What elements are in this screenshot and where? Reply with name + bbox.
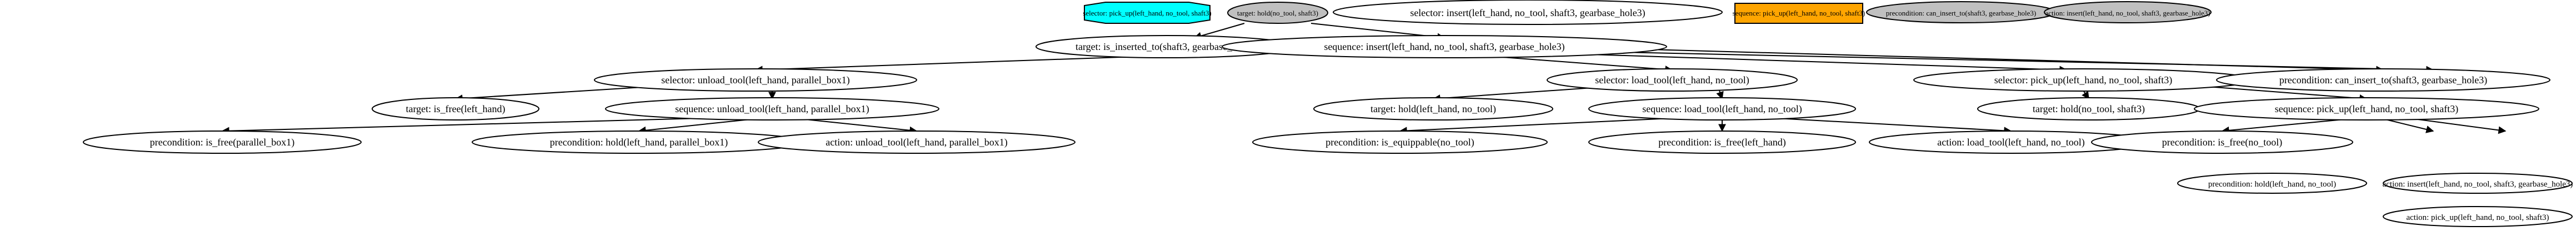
node-unload-target-label: target: is_free(left_hand)	[406, 103, 505, 115]
node-load-selector-label: selector: load_tool(left_hand, no_tool)	[1595, 74, 1749, 86]
node-load-target-label: target: hold(left_hand, no_tool)	[1370, 103, 1496, 115]
node-unload-action-label: action: unload_tool(left_hand, parallel_…	[826, 137, 1007, 148]
node-unload-selector[interactable]: selector: unload_tool(left_hand, paralle…	[594, 68, 917, 92]
legend-selector-active[interactable]: selector: pick_up(left_hand, no_tool, sh…	[1083, 2, 1212, 24]
node-load-target[interactable]: target: hold(left_hand, no_tool)	[1313, 97, 1553, 121]
node-load-selector[interactable]: selector: load_tool(left_hand, no_tool)	[1547, 68, 1798, 92]
node-root-target-label: target: is_inserted_to(shaft3, gearbase_…	[1076, 41, 1258, 53]
node-pick-sequence[interactable]: sequence: pick_up(left_hand, no_tool, sh…	[2194, 97, 2539, 121]
node-root-selector[interactable]: selector: insert(left_hand, no_tool, sha…	[1333, 0, 1723, 25]
legend-precondition-done[interactable]: precondition: can_insert_to(shaft3, gear…	[1866, 1, 2056, 23]
edge-seq-insert-action	[1588, 47, 2384, 74]
node-pick-target-label: target: hold(no_tool, shaft3)	[2033, 103, 2145, 115]
legend-selector-active-label: selector: pick_up(left_hand, no_tool, sh…	[1083, 9, 1211, 17]
node-unload-pre2-label: precondition: hold(left_hand, parallel_b…	[550, 137, 728, 148]
node-load-pre2[interactable]: precondition: is_free(left_hand)	[1588, 130, 1856, 154]
node-pick-pre1[interactable]: precondition: is_free(no_tool)	[2091, 130, 2353, 154]
node-pick-action-visible[interactable]: action: pick_up(left_hand, no_tool, shaf…	[2383, 206, 2573, 227]
node-load-sequence-label: sequence: load_tool(left_hand, no_tool)	[1642, 103, 1802, 115]
node-unload-sequence[interactable]: sequence: unload_tool(left_hand, paralle…	[605, 97, 939, 121]
legend-action-done[interactable]: action: insert(left_hand, no_tool, shaft…	[2044, 1, 2212, 23]
edge-unload-pre2	[638, 118, 756, 134]
node-root-selector-label: selector: insert(left_hand, no_tool, sha…	[1410, 7, 1645, 19]
node-unload-pre2[interactable]: precondition: hold(left_hand, parallel_b…	[472, 130, 806, 154]
legend-precondition-done-label: precondition: can_insert_to(shaft3, gear…	[1886, 9, 2036, 17]
node-unload-pre1-label: precondition: is_free(parallel_box1)	[150, 137, 294, 148]
node-pick-sequence-label: sequence: pick_up(left_hand, no_tool, sh…	[2275, 103, 2458, 115]
node-insert-action-visible[interactable]: action: insert(left_hand, no_tool, shaft…	[2383, 173, 2573, 194]
node-insert-action-label: action: insert(left_hand, no_tool, shaft…	[2383, 180, 2573, 189]
legend-target-done[interactable]: target: hold(no_tool, shaft3)	[1227, 2, 1328, 24]
legend-sequence-active[interactable]: sequence: pick_up(left_hand, no_tool, sh…	[1733, 3, 1865, 24]
node-unload-action[interactable]: action: unload_tool(left_hand, parallel_…	[758, 130, 1076, 154]
legend-sequence-active-label: sequence: pick_up(left_hand, no_tool, sh…	[1733, 9, 1865, 17]
node-load-pre1[interactable]: precondition: is_equippable(no_tool)	[1252, 130, 1548, 154]
node-root-sequence[interactable]: sequence: insert(left_hand, no_tool, sha…	[1222, 35, 1667, 58]
node-unload-pre1[interactable]: precondition: is_free(parallel_box1)	[83, 130, 362, 154]
node-load-sequence[interactable]: sequence: load_tool(left_hand, no_tool)	[1588, 97, 1856, 121]
node-insert-precondition[interactable]: precondition: can_insert_to(shaft3, gear…	[2216, 68, 2550, 92]
edge-root-target	[1193, 23, 1245, 40]
node-pick-action-label: action: pick_up(left_hand, no_tool, shaf…	[2406, 213, 2549, 222]
node-load-pre2-label: precondition: is_free(left_hand)	[1658, 137, 1785, 148]
node-load-action-label: action: load_tool(left_hand, no_tool)	[1937, 137, 2084, 148]
node-load-pre1-label: precondition: is_equippable(no_tool)	[1325, 137, 1474, 148]
node-insert-precondition-label: precondition: can_insert_to(shaft3, gear…	[2279, 74, 2487, 86]
edge-pick-action	[2405, 117, 2507, 134]
node-pick-target[interactable]: target: hold(no_tool, shaft3)	[1977, 97, 2200, 121]
node-root-target[interactable]: target: is_inserted_to(shaft3, gearbase_…	[1036, 35, 1298, 58]
edge-pick-pre2	[2383, 118, 2434, 133]
node-pick-selector-label: selector: pick_up(left_hand, no_tool, sh…	[1994, 74, 2172, 86]
edge-seq-insert-precondition	[1572, 51, 2434, 74]
edge-seq-pick-selector	[1522, 52, 2068, 74]
node-pick-pre2-label: precondition: hold(left_hand, no_tool)	[2208, 180, 2336, 189]
node-unload-sequence-label: sequence: unload_tool(left_hand, paralle…	[675, 103, 869, 115]
edge-pick-pre1	[2221, 118, 2350, 134]
node-unload-target[interactable]: target: is_free(left_hand)	[372, 97, 539, 121]
legend-action-done-label: action: insert(left_hand, no_tool, shaft…	[2045, 9, 2210, 17]
node-pick-pre1-label: precondition: is_free(no_tool)	[2162, 137, 2282, 148]
edge-unload-pre1	[221, 117, 723, 135]
node-pick-pre2-visible[interactable]: precondition: hold(left_hand, no_tool)	[2177, 173, 2367, 194]
edge-load-pre1	[1399, 117, 1684, 135]
node-unload-selector-label: selector: unload_tool(left_hand, paralle…	[661, 74, 849, 86]
legend-target-done-label: target: hold(no_tool, shaft3)	[1237, 9, 1318, 17]
edge-load-action	[1766, 117, 2012, 135]
edge-unload-action	[799, 118, 918, 134]
node-pick-selector[interactable]: selector: pick_up(left_hand, no_tool, sh…	[1913, 68, 2253, 92]
node-root-sequence-label: sequence: insert(left_hand, no_tool, sha…	[1324, 41, 1564, 53]
